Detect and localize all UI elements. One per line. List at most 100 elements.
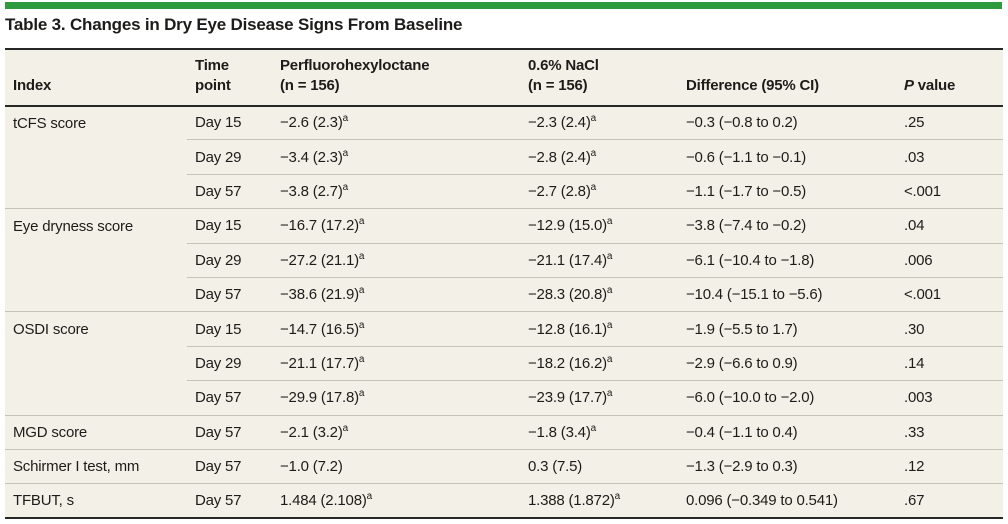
difference-cell: −10.4 (−15.1 to −5.6) xyxy=(678,276,896,312)
table-row: Day 29 −3.4 (2.3)a −2.8 (2.4)a −0.6 (−1.1 t… xyxy=(5,139,1003,175)
timepoint-cell: Day 29 xyxy=(187,242,272,278)
col-header-timepoint: Time point xyxy=(187,49,272,107)
nacl-cell: −12.9 (15.0)a xyxy=(520,208,678,244)
difference-cell: −0.6 (−1.1 to −0.1) xyxy=(678,139,896,175)
perfluorohexyloctane-cell: −29.9 (17.8)a xyxy=(272,380,520,416)
footnote-marker: a xyxy=(358,388,365,400)
timepoint-cell: Day 57 xyxy=(187,483,272,519)
footnote-marker: a xyxy=(614,491,621,503)
difference-cell: −1.1 (−1.7 to −0.5) xyxy=(678,173,896,209)
table-title: Table 3. Changes in Dry Eye Disease Sign… xyxy=(5,15,463,34)
nacl-cell: −18.2 (16.2)a xyxy=(520,345,678,381)
index-cell xyxy=(5,174,187,208)
footnote-marker: a xyxy=(590,113,597,125)
footnote-marker: a xyxy=(606,216,613,228)
difference-cell: −3.8 (−7.4 to −0.2) xyxy=(678,208,896,244)
nacl-cell: −12.8 (16.1)a xyxy=(520,311,678,347)
timepoint-cell: Day 15 xyxy=(187,208,272,244)
perfluorohexyloctane-cell: −1.0 (7.2) xyxy=(272,448,520,484)
col-header-pvalue: P value xyxy=(896,49,1003,107)
timepoint-cell: Day 57 xyxy=(187,448,272,484)
difference-cell: −0.4 (−1.1 to 0.4) xyxy=(678,414,896,450)
table-row: Day 29 −21.1 (17.7)a −18.2 (16.2)a −2.9 (−6… xyxy=(5,345,1003,381)
perfluorohexyloctane-cell: −27.2 (21.1)a xyxy=(272,242,520,278)
footnote-marker: a xyxy=(358,216,365,228)
timepoint-cell: Day 15 xyxy=(195,114,242,132)
index-cell: tCFS score xyxy=(13,114,87,132)
accent-bar xyxy=(5,2,1002,9)
pvalue-cell: .67 xyxy=(896,483,1003,519)
footnote-marker: a xyxy=(366,491,373,503)
header-row: Index Time point Perfluorohexyloctane (n… xyxy=(5,49,1003,107)
index-cell xyxy=(5,140,187,174)
footnote-marker: a xyxy=(606,250,613,262)
col-header-pvalue-italic: P xyxy=(904,77,914,95)
table-row: Day 57 −38.6 (21.9)a −28.3 (20.8)a −10.4 (−… xyxy=(5,276,1003,312)
footnote-marker: a xyxy=(606,319,613,331)
table-row: TFBUT, s Day 57 1.484 (2.108)a 1.388 (1.872… xyxy=(5,483,1003,519)
pvalue-cell: .006 xyxy=(896,242,1003,278)
footnote-marker: a xyxy=(606,285,613,297)
nacl-cell: 0.3 (7.5) xyxy=(520,448,678,484)
difference-cell: −1.3 (−2.9 to 0.3) xyxy=(678,448,896,484)
col-header-timepoint-line1: Time xyxy=(195,57,229,74)
perfluorohexyloctane-cell: −3.8 (2.7)a xyxy=(272,173,520,209)
col-header-timepoint-line2: point xyxy=(195,77,231,95)
footnote-marker: a xyxy=(358,353,365,365)
index-cell: OSDI score xyxy=(5,311,187,347)
col-header-difference-label: Difference (95% CI) xyxy=(686,77,819,95)
index-cell xyxy=(5,346,187,380)
difference-cell: −6.1 (−10.4 to −1.8) xyxy=(678,242,896,278)
perfluorohexyloctane-cell: −3.4 (2.3)a xyxy=(272,139,520,175)
footnote-marker: a xyxy=(590,147,597,159)
index-cell xyxy=(5,381,187,415)
nacl-cell: −21.1 (17.4)a xyxy=(520,242,678,278)
footnote-marker: a xyxy=(358,250,365,262)
difference-cell: 0.096 (−0.349 to 0.541) xyxy=(678,483,896,519)
footnote-marker: a xyxy=(342,147,349,159)
footnote-marker: a xyxy=(342,181,349,193)
footnote-marker: a xyxy=(358,285,365,297)
table-row: Day 29 −27.2 (21.1)a −21.1 (17.4)a −6.1 (−1… xyxy=(5,242,1003,278)
perfluorohexyloctane-cell: −2.6 (2.3)a xyxy=(280,113,349,132)
timepoint-cell: Day 57 xyxy=(187,380,272,416)
nacl-cell: 1.388 (1.872)a xyxy=(520,483,678,519)
timepoint-cell: Day 57 xyxy=(187,276,272,312)
col-header-nacl-line2: (n = 156) xyxy=(528,77,588,95)
pvalue-cell: .003 xyxy=(896,380,1003,416)
footnote-marker: a xyxy=(342,422,349,434)
col-header-difference: Difference (95% CI) xyxy=(678,49,896,107)
footnote-marker: a xyxy=(342,113,349,125)
nacl-cell: −2.8 (2.4)a xyxy=(520,139,678,175)
footnote-marker: a xyxy=(358,319,365,331)
col-header-perfluorohexyloctane: Perfluorohexyloctane (n = 156) xyxy=(272,49,520,107)
col-header-pfho-line2: (n = 156) xyxy=(280,77,340,95)
difference-cell: −6.0 (−10.0 to −2.0) xyxy=(678,380,896,416)
timepoint-cell: Day 57 xyxy=(187,414,272,450)
table-row: tCFS score Day 15 −2.6 (2.3)a −2.3 (2.4)a −0… xyxy=(5,106,1003,140)
col-header-index-label: Index xyxy=(13,77,52,95)
nacl-cell: −23.9 (17.7)a xyxy=(520,380,678,416)
footnote-marker: a xyxy=(606,388,613,400)
perfluorohexyloctane-cell: −16.7 (17.2)a xyxy=(272,208,520,244)
difference-cell: −1.9 (−5.5 to 1.7) xyxy=(678,311,896,347)
table-body: tCFS score Day 15 −2.6 (2.3)a −2.3 (2.4)a −0… xyxy=(5,106,1003,519)
perfluorohexyloctane-cell: −2.1 (3.2)a xyxy=(272,414,520,450)
table-row: MGD score Day 57 −2.1 (3.2)a −1.8 (3.4)a −0.… xyxy=(5,414,1003,450)
footnote-marker: a xyxy=(590,181,597,193)
footnote-marker: a xyxy=(606,353,613,365)
pvalue-cell: .33 xyxy=(896,414,1003,450)
footnote-marker: a xyxy=(590,422,597,434)
col-header-pfho-line1: Perfluorohexyloctane xyxy=(280,57,430,74)
pvalue-cell: .30 xyxy=(896,311,1003,347)
index-cell xyxy=(5,277,187,311)
table-row: Day 57 −3.8 (2.7)a −2.7 (2.8)a −1.1 (−1.7 t… xyxy=(5,173,1003,209)
pvalue-cell: <.001 xyxy=(896,276,1003,312)
pvalue-cell: .12 xyxy=(896,448,1003,484)
table-row: OSDI score Day 15 −14.7 (16.5)a −12.8 (16.1… xyxy=(5,311,1003,347)
pvalue-cell: .14 xyxy=(896,345,1003,381)
timepoint-cell: Day 29 xyxy=(187,139,272,175)
perfluorohexyloctane-cell: −14.7 (16.5)a xyxy=(272,311,520,347)
table-row: Eye dryness score Day 15 −16.7 (17.2)a −12.… xyxy=(5,208,1003,244)
